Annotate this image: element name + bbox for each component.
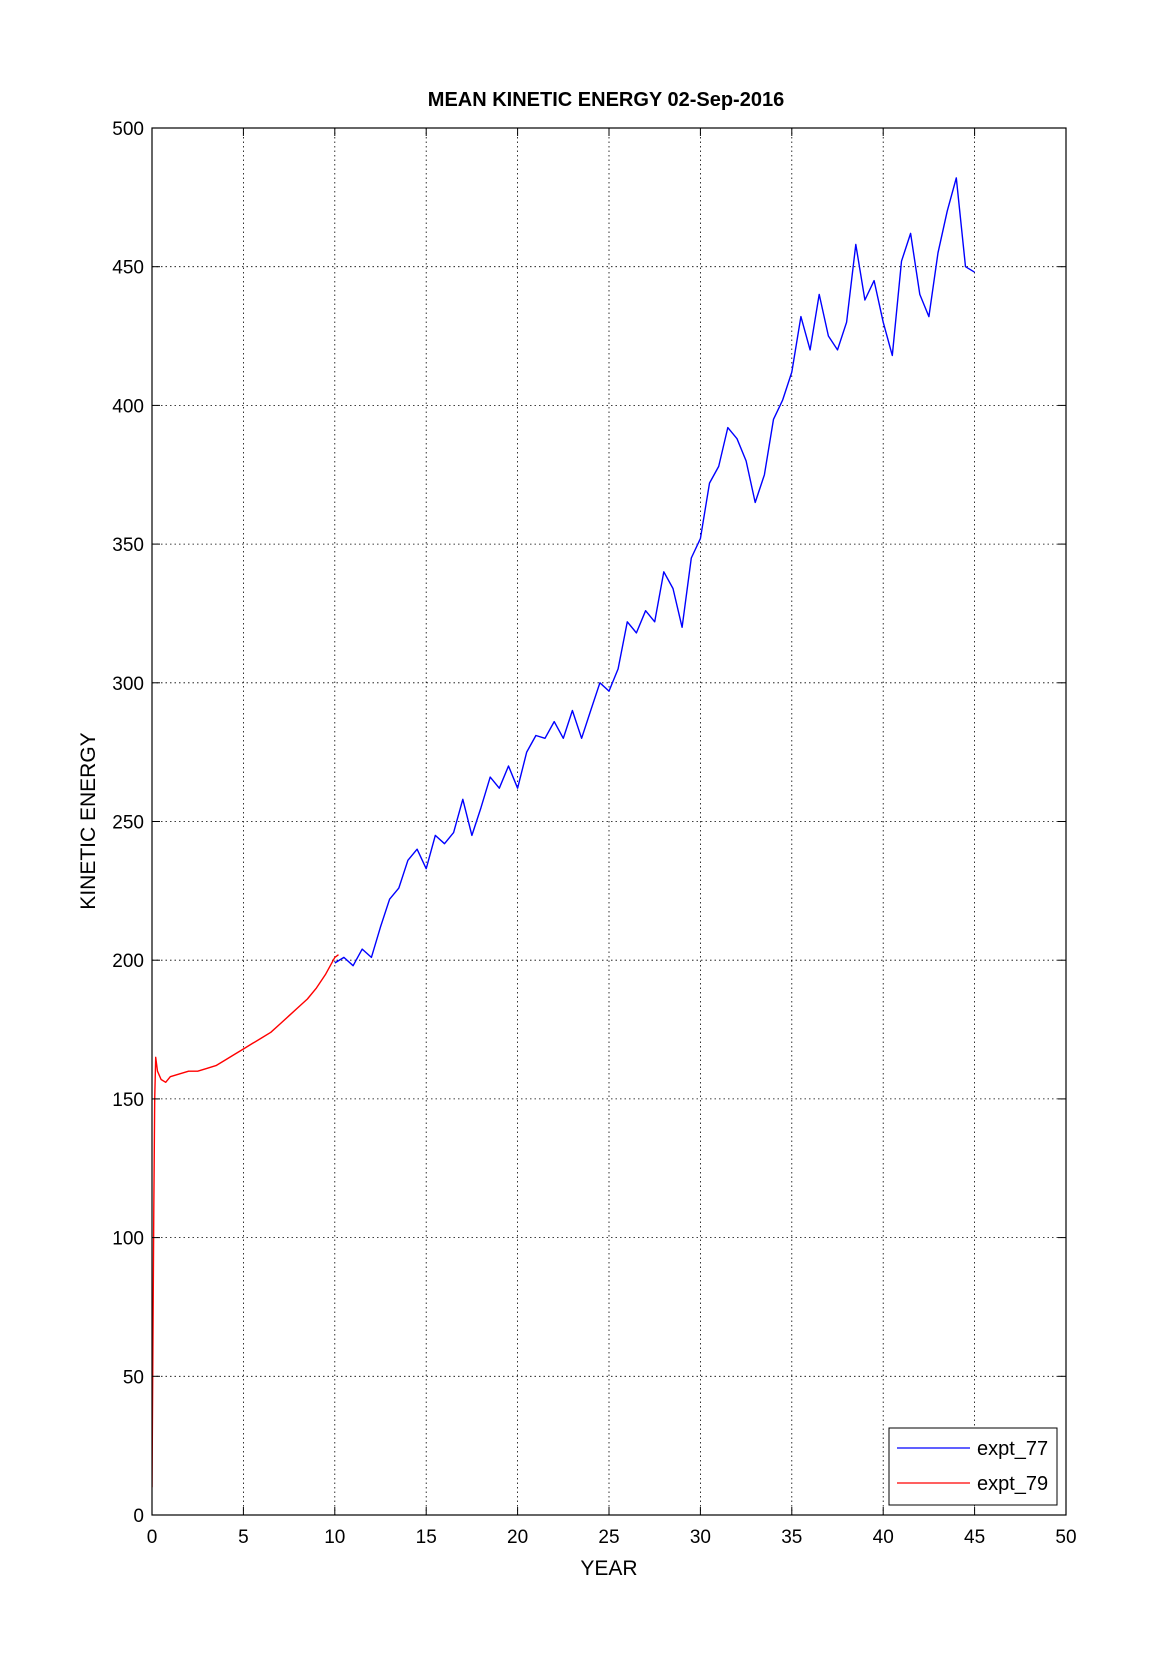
x-tick-label: 25	[598, 1527, 619, 1548]
x-tick-label: 20	[507, 1527, 528, 1548]
y-tick-label: 450	[112, 258, 144, 279]
series-line-expt-77	[334, 177, 975, 967]
x-tick-label: 10	[324, 1527, 345, 1548]
x-tick-label: 45	[964, 1527, 985, 1548]
y-tick-label: 50	[123, 1367, 144, 1388]
y-tick-label: 400	[112, 396, 144, 417]
y-axis-label: KINETIC ENERGY	[77, 732, 100, 909]
x-axis-label: YEAR	[580, 1557, 637, 1580]
series-layer	[152, 177, 975, 1488]
x-tick-label: 30	[690, 1527, 711, 1548]
y-tick-label: 300	[112, 674, 144, 695]
legend-box	[888, 1427, 1058, 1506]
y-tick-label: 250	[112, 813, 144, 834]
y-tick-label: 150	[112, 1090, 144, 1111]
x-tick-label: 0	[147, 1527, 158, 1548]
grid	[152, 128, 1066, 1515]
x-tick-label: 5	[238, 1527, 249, 1548]
y-tick-label: 200	[112, 951, 144, 972]
chart-title: MEAN KINETIC ENERGY 02-Sep-2016	[428, 89, 784, 111]
x-tick-label: 35	[781, 1527, 802, 1548]
y-tick-label: 0	[133, 1506, 144, 1527]
axis-ticks: 0 5 10 15 20 25 30 35 40 45 5005010015020025030035…	[112, 119, 1076, 1548]
x-tick-label: 15	[416, 1527, 437, 1548]
y-tick-label: 350	[112, 535, 144, 556]
x-tick-label: 50	[1055, 1527, 1076, 1548]
x-tick-label: 40	[873, 1527, 894, 1548]
legend-label-expt-77: expt_77	[977, 1438, 1048, 1460]
series-line-expt-79	[152, 954, 339, 1488]
legend: expt_77 expt_79	[888, 1427, 1058, 1506]
legend-label-expt-79: expt_79	[977, 1473, 1048, 1495]
y-tick-label: 500	[112, 119, 144, 140]
y-tick-label: 100	[112, 1229, 144, 1250]
